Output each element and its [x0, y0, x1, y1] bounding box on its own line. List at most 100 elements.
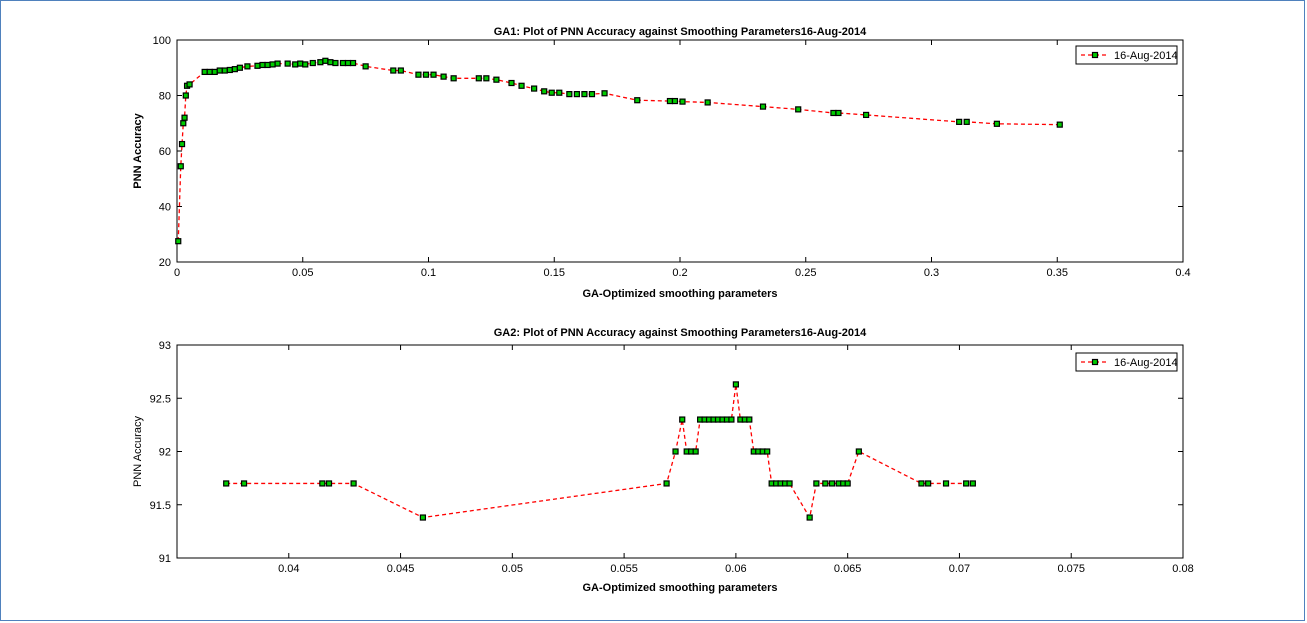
data-point	[679, 416, 686, 423]
y-tick-label: 92	[159, 447, 171, 459]
y-tick-label: 91.5	[150, 500, 171, 512]
data-point	[493, 76, 500, 83]
x-tick-label: 0.065	[834, 563, 862, 575]
data-point	[317, 59, 324, 66]
y-tick-label: 20	[159, 257, 171, 269]
data-point	[180, 120, 187, 127]
data-point	[863, 111, 870, 119]
legend: 16-Aug-2014	[1075, 45, 1178, 65]
data-point	[309, 59, 316, 67]
y-tick-label: 80	[159, 91, 171, 103]
data-point	[259, 61, 266, 69]
y-tick-label: 92.5	[150, 393, 171, 405]
data-point	[663, 480, 670, 487]
data-point	[483, 75, 490, 82]
data-point	[240, 480, 248, 487]
data-point	[918, 480, 925, 487]
data-point	[993, 120, 1000, 127]
series-line	[226, 384, 973, 520]
data-point	[422, 71, 430, 78]
data-point	[672, 448, 679, 455]
data-point	[728, 416, 735, 423]
y-tick-label: 40	[159, 202, 171, 214]
data-point	[362, 63, 369, 70]
data-point	[319, 480, 326, 487]
data-point	[822, 480, 829, 487]
y-tick-label: 91	[159, 553, 171, 565]
data-point	[419, 514, 427, 521]
data-point	[186, 81, 193, 88]
data-point	[244, 63, 251, 70]
data-point	[855, 448, 862, 455]
x-axis-label: GA-Optimized smoothing parameters	[583, 288, 778, 300]
y-tick-label: 93	[159, 340, 171, 352]
x-tick-label: 0.06	[725, 563, 746, 575]
data-point	[795, 106, 802, 113]
x-tick-label: 0.4	[1175, 267, 1190, 279]
data-point	[264, 61, 271, 69]
x-tick-label: 0.08	[1172, 563, 1193, 575]
data-point	[182, 92, 189, 99]
chart-2: 0.04 0.045 0.05 0.055 0.06 0.065 0.07 0.075 0.08…	[132, 327, 1194, 594]
data-point	[206, 68, 213, 76]
y-axis-label: PNN Accuracy	[132, 416, 144, 487]
data-point	[634, 97, 641, 104]
x-tick-label: 0.35	[1047, 267, 1068, 279]
data-point	[844, 480, 851, 487]
data-point	[746, 416, 753, 423]
data-point	[518, 82, 525, 89]
legend-box	[1075, 45, 1178, 65]
data-point	[679, 98, 686, 105]
data-point	[177, 163, 184, 170]
data-point	[531, 85, 538, 92]
legend-label: 16-Aug-2014	[1114, 357, 1178, 369]
data-point	[835, 109, 842, 117]
data-point	[322, 57, 329, 64]
data-point	[963, 118, 970, 125]
x-tick-label: 0.2	[672, 267, 687, 279]
data-point	[828, 480, 836, 487]
chart-1: 0 0.05 0.1 0.15 0.2 0.25 0.3 0.35 0.4 20 40 60 80 100…	[132, 26, 1191, 300]
data-point	[236, 64, 243, 71]
data-point	[508, 79, 515, 87]
data-point	[830, 109, 837, 117]
data-point	[390, 67, 397, 74]
data-point	[211, 68, 218, 76]
data-point	[349, 59, 357, 67]
plot-area	[176, 344, 1184, 559]
data-point	[254, 62, 261, 69]
data-point	[181, 114, 188, 121]
data-point	[692, 448, 699, 455]
data-point	[226, 66, 233, 74]
data-point	[344, 59, 352, 67]
x-tick-label: 0.1	[421, 267, 436, 279]
data-point	[969, 480, 976, 487]
data-point	[430, 71, 437, 78]
plot-area	[176, 39, 1184, 263]
data-point	[450, 75, 457, 82]
data-point	[1056, 121, 1063, 128]
data-point	[963, 480, 970, 487]
data-point	[397, 67, 404, 74]
data-point	[704, 99, 711, 106]
y-tick-label: 60	[159, 146, 171, 158]
data-point	[175, 238, 182, 245]
x-tick-label: 0.045	[387, 563, 415, 575]
data-point	[956, 118, 963, 125]
y-tick-label: 100	[153, 35, 171, 47]
data-point	[221, 67, 228, 74]
data-point	[269, 61, 276, 68]
x-tick-label: 0.07	[949, 563, 970, 575]
data-point	[350, 480, 357, 487]
legend-label: 16-Aug-2014	[1114, 50, 1178, 62]
data-point	[601, 90, 608, 97]
data-point	[925, 480, 932, 487]
x-tick-label: 0.055	[610, 563, 638, 575]
data-point	[297, 60, 304, 67]
data-point	[566, 91, 573, 98]
data-point	[764, 448, 771, 455]
data-point	[332, 59, 339, 67]
data-point	[231, 66, 238, 73]
data-point	[588, 91, 596, 98]
x-tick-label: 0.3	[924, 267, 939, 279]
